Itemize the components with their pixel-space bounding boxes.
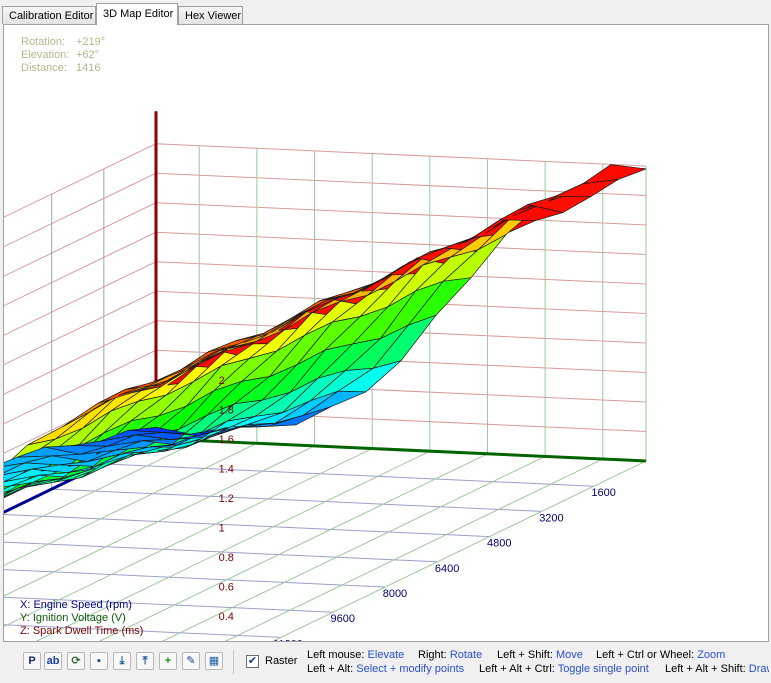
z-grid-line (4, 320, 157, 395)
z-tick-label: 0.8 (219, 552, 234, 564)
hint-draw: Left + Alt + Shift: Draw (665, 663, 769, 675)
x-tick-label: 4800 (487, 538, 511, 550)
hint-select-modify: Left + Alt: Select + modify points (307, 663, 465, 675)
tab-strip: Calibration Editor 3D Map Editor Hex Vie… (0, 0, 771, 26)
z-grid-line (155, 231, 647, 255)
import-icon[interactable]: ⤓ (113, 652, 131, 670)
distance-readout: Distance: 1416 (21, 62, 100, 74)
tab-calibration-editor[interactable]: Calibration Editor (2, 6, 96, 24)
elevation-readout: Elevation: +62° (21, 49, 99, 61)
elevation-label: Elevation: (21, 49, 70, 61)
elevation-value: +62° (76, 49, 100, 61)
x-tick-label: 11200 (273, 638, 303, 641)
z-grid-line (4, 231, 157, 307)
hint-elevate: Left mouse: Elevate (307, 649, 405, 661)
y-floor-grid-line (4, 442, 258, 567)
y-floor-grid-line (4, 445, 315, 597)
y-floor-grid-line (35, 450, 431, 641)
x-floor-grid-line (103, 463, 594, 487)
z-tick-label: 2 (219, 375, 225, 387)
raster-label: Raster (265, 655, 298, 667)
hint-move: Left + Shift: Move (497, 649, 583, 661)
hint-toggle-point: Left + Alt + Ctrl: Toggle single point (479, 663, 649, 675)
z-grid-line (4, 202, 157, 277)
rotation-value: +219° (76, 36, 106, 48)
y-floor-grid-line (224, 458, 603, 641)
z-grid-line (4, 349, 157, 425)
y-floor-grid-line (4, 448, 373, 627)
z-grid-line (4, 290, 157, 366)
y-floor-grid-line (98, 453, 488, 641)
x-floor-grid-line (4, 513, 490, 538)
shield-add-icon[interactable]: + (159, 652, 177, 670)
rotation-label: Rotation: (21, 36, 66, 48)
edit-pencil-icon[interactable]: ✎ (182, 652, 200, 670)
z-tick-label: 1.4 (219, 464, 234, 476)
x-tick-label: 9600 (331, 613, 355, 625)
hint-zoom: Left + Ctrl or Wheel: Zoom (596, 649, 726, 661)
x-tick-label: 8000 (383, 588, 407, 600)
y-axis-line (155, 437, 647, 463)
export-icon[interactable]: ⤒ (136, 652, 154, 670)
x-floor-grid-line (4, 596, 334, 613)
x-floor-grid-line (51, 488, 542, 512)
refresh-icon[interactable]: ⟳ (67, 652, 85, 670)
z-tick-label: 1.2 (219, 493, 234, 505)
table-view-icon[interactable]: ▦ (205, 652, 223, 670)
z-tick-label: 1 (219, 523, 225, 535)
z-axis-legend: Z: Spark Dwell Time (ms) (20, 625, 144, 637)
rotation-readout: Rotation: +219° (21, 36, 105, 48)
hint-rotate: Right: Rotate (418, 649, 483, 661)
tab-hex-viewer[interactable]: Hex Viewer (178, 6, 243, 24)
x-tick-label: 1600 (591, 487, 615, 499)
distance-label: Distance: (21, 62, 67, 74)
rename-icon[interactable]: ab (44, 652, 62, 670)
surface-cell (583, 164, 647, 184)
z-grid-line (155, 202, 647, 226)
surface-mesh (4, 164, 647, 498)
z-grid-line (155, 143, 647, 167)
y-floor-grid-line (4, 440, 200, 536)
z-tick-label: 0.4 (219, 611, 234, 623)
z-grid-line (4, 143, 157, 218)
surface-plot[interactable]: 00.20.40.60.811.21.41.61.821600320048006… (4, 25, 768, 641)
y-floor-grid-line (161, 455, 546, 641)
x-floor-grid-line (4, 541, 438, 563)
z-tick-label: 1.6 (219, 434, 234, 446)
x-floor-grid-line (4, 569, 386, 588)
x-tick-label: 3200 (539, 512, 563, 524)
x-tick-label: 6400 (435, 563, 459, 575)
z-grid-line (155, 172, 647, 196)
tab-3d-map-editor[interactable]: 3D Map Editor (96, 3, 178, 25)
z-grid-line (4, 261, 157, 336)
map-view-panel[interactable]: 00.20.40.60.811.21.41.61.821600320048006… (3, 24, 769, 642)
z-tick-label: 0.6 (219, 582, 234, 594)
toolbar-separator (233, 650, 234, 674)
x-axis-legend: X: Engine Speed (rpm) (20, 599, 132, 611)
z-grid-line (4, 172, 157, 248)
z-tick-label: 1.8 (219, 405, 234, 417)
raster-checkbox[interactable]: ✔ (246, 655, 259, 668)
distance-value: 1416 (76, 62, 101, 74)
properties-icon[interactable]: P (23, 652, 41, 670)
y-floor-grid-line (272, 460, 647, 641)
grid-lines (4, 143, 647, 641)
y-axis-legend: Y: Ignition Voltage (V) (20, 612, 126, 624)
x-floor-grid-line (4, 624, 281, 638)
save-icon[interactable]: ▪ (90, 652, 108, 670)
